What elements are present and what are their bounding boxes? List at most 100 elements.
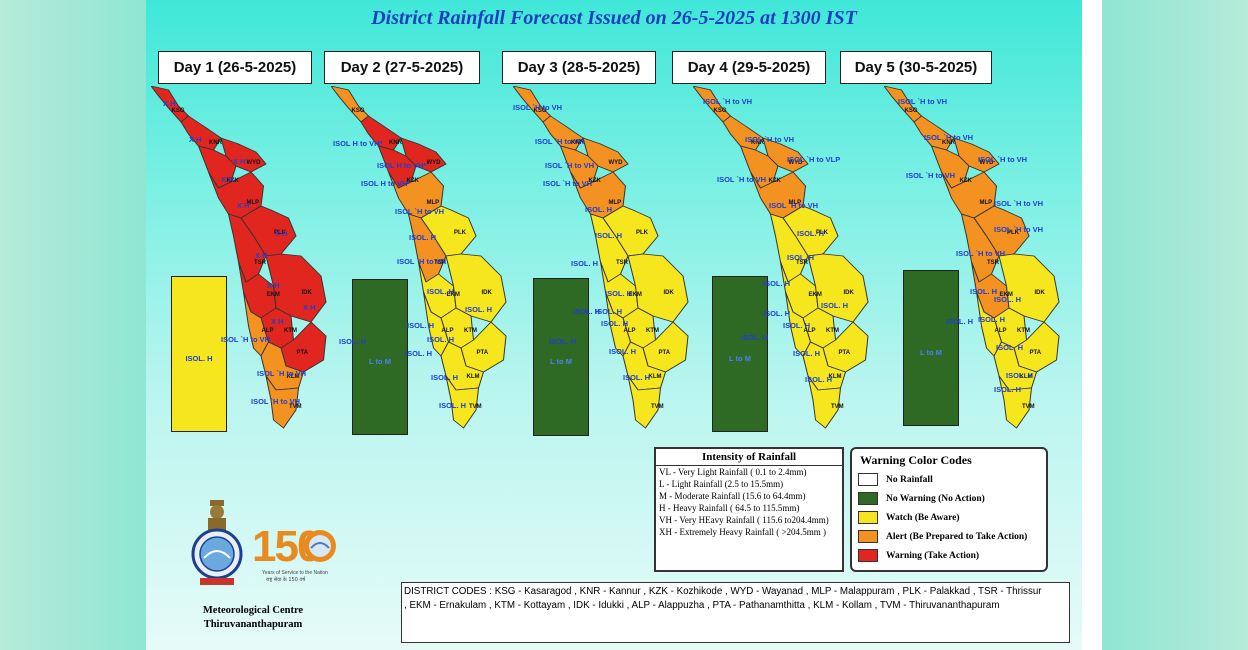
forecast-label: ISOL. H bbox=[763, 279, 790, 288]
forecast-label: ISOL `H to VH bbox=[994, 225, 1043, 234]
forecast-panel: District Rainfall Forecast Issued on 26-… bbox=[146, 0, 1082, 650]
day-4-island-label: L to M bbox=[729, 354, 751, 363]
forecast-label: ISOL. H bbox=[793, 349, 820, 358]
forecast-label: ISOL `H to VH bbox=[221, 335, 270, 344]
district-code-klm: KLM bbox=[1020, 374, 1033, 380]
intensity-row-xh: XH - Extremely Heavy Rainfall ( >204.5mm… bbox=[659, 527, 827, 537]
district-region-mlp bbox=[388, 171, 445, 219]
district-code-knr: KNR bbox=[942, 140, 956, 146]
forecast-label: X H bbox=[221, 175, 234, 184]
district-codes-box: DISTRICT CODES : KSG - Kasaragod , KNR -… bbox=[401, 582, 1070, 643]
district-region-knr bbox=[542, 115, 584, 151]
globe-icon bbox=[304, 530, 336, 562]
district-code-kzk: KZK bbox=[769, 178, 782, 184]
forecast-label: ISOL `H to VH bbox=[703, 97, 752, 106]
forecast-label: ISOL H to VH* bbox=[333, 139, 383, 148]
forecast-label: ISOL `H to VH bbox=[535, 137, 584, 146]
district-code-klm: KLM bbox=[649, 374, 662, 380]
district-code-pta: PTA bbox=[477, 350, 489, 356]
district-region-tvm bbox=[627, 375, 662, 429]
district-code-ekm: EKM bbox=[267, 292, 280, 298]
day-5-island-label: L to M bbox=[920, 348, 942, 357]
district-code-tsr: TSR bbox=[987, 260, 1000, 266]
day-3-map: KSG KNR WYD KZK MLP PLK TSR EKM IDK KTM ALP PTA KLM T… bbox=[513, 86, 689, 429]
district-region-knr bbox=[913, 115, 955, 151]
district-code-ekm: EKM bbox=[809, 292, 822, 298]
forecast-label: ISOL. H bbox=[431, 373, 458, 382]
forecast-label: X H bbox=[267, 281, 280, 290]
district-code-alp: ALP bbox=[262, 328, 274, 334]
district-code-plk: PLK bbox=[816, 230, 829, 236]
forecast-label: X H bbox=[255, 251, 268, 260]
forecast-label: X H bbox=[237, 201, 250, 210]
district-code-wyd: WYD bbox=[427, 160, 442, 166]
district-code-ekm: EKM bbox=[447, 292, 460, 298]
forecast-label: ISOL. H bbox=[439, 401, 466, 410]
day-3-island-label: L to M bbox=[550, 357, 572, 366]
district-code-wyd: WYD bbox=[609, 160, 624, 166]
forecast-label: ISOL `H to VH bbox=[395, 207, 444, 216]
forecast-label: ISOL `H to VH bbox=[745, 135, 794, 144]
intensity-heading: Intensity of Rainfall bbox=[656, 449, 842, 466]
forecast-label: ISOL. H bbox=[405, 349, 432, 358]
warning-row-orange: Alert (Be Prepared to Take Action) bbox=[852, 527, 1046, 546]
forecast-label: ISOL `H to VH bbox=[513, 103, 562, 112]
district-code-tsr: TSR bbox=[254, 260, 267, 266]
district-code-tvm: TVM bbox=[651, 404, 664, 410]
warning-heading: Warning Color Codes bbox=[860, 453, 972, 467]
district-code-idk: IDK bbox=[302, 290, 313, 296]
district-code-tvm: TVM bbox=[831, 404, 844, 410]
district-region-mlp bbox=[570, 171, 627, 219]
district-code-knr: KNR bbox=[751, 140, 765, 146]
district-code-idk: IDK bbox=[664, 290, 675, 296]
forecast-label: ISOL. H bbox=[407, 321, 434, 330]
district-code-knr: KNR bbox=[209, 140, 223, 146]
district-region-idk bbox=[807, 253, 869, 323]
day-2-header: Day 2 (27-5-2025) bbox=[324, 51, 480, 84]
swatch-yellow bbox=[858, 511, 878, 524]
right-border bbox=[1102, 0, 1248, 650]
warning-row-red: Warning (Take Action) bbox=[852, 546, 1046, 565]
district-code-ksg: KSG bbox=[172, 108, 185, 114]
warning-row-green: No Warning (No Action) bbox=[852, 489, 1046, 508]
district-region-tvm bbox=[807, 375, 842, 429]
warning-row-no-rain: No Rainfall bbox=[852, 470, 1046, 489]
forecast-label: X H bbox=[271, 317, 284, 326]
district-code-ksg: KSG bbox=[905, 108, 918, 114]
forecast-label: ISOL. H bbox=[787, 253, 814, 262]
district-region-mlp bbox=[750, 171, 807, 219]
day-4-header: Day 4 (29-5-2025) bbox=[672, 51, 826, 84]
day-1-header: Day 1 (26-5-2025) bbox=[158, 51, 312, 84]
district-region-ksg bbox=[331, 86, 370, 123]
district-region-knr bbox=[722, 115, 764, 151]
district-code-tsr: TSR bbox=[796, 260, 809, 266]
forecast-label: ISOL. H bbox=[783, 321, 810, 330]
forecast-label: ISOL. H bbox=[585, 205, 612, 214]
district-code-klm: KLM bbox=[467, 374, 480, 380]
district-code-ksg: KSG bbox=[714, 108, 727, 114]
forecast-label: ISOL `H to VH bbox=[956, 249, 1005, 258]
forecast-label: X H bbox=[189, 135, 202, 144]
district-code-ktm: KTM bbox=[1017, 328, 1030, 334]
day-5-map: KSG KNR WYD KZK MLP PLK TSR EKM IDK KTM ALP PTA KLM T… bbox=[884, 86, 1060, 429]
district-code-pta: PTA bbox=[839, 350, 851, 356]
forecast-label: ISOL. H bbox=[996, 343, 1023, 352]
forecast-label: ISOL `H to VH bbox=[898, 97, 947, 106]
district-code-idk: IDK bbox=[1035, 290, 1046, 296]
district-region-tvm bbox=[445, 375, 480, 429]
forecast-label: ISOL. H bbox=[797, 229, 824, 238]
forecast-label: ISOL `H to VH bbox=[906, 171, 955, 180]
district-code-mlp: MLP bbox=[609, 200, 622, 206]
district-code-kzk: KZK bbox=[960, 178, 973, 184]
district-region-idk bbox=[445, 253, 507, 323]
day-3-header: Day 3 (28-5-2025) bbox=[502, 51, 656, 84]
district-code-plk: PLK bbox=[636, 230, 649, 236]
logo-tagline: Years of Service to the Nation bbox=[262, 570, 328, 576]
district-code-tvm: TVM bbox=[1022, 404, 1035, 410]
forecast-label: ISOL. H bbox=[571, 259, 598, 268]
district-code-pta: PTA bbox=[297, 350, 309, 356]
district-code-klm: KLM bbox=[287, 374, 300, 380]
district-code-plk: PLK bbox=[454, 230, 467, 236]
district-code-mlp: MLP bbox=[789, 200, 802, 206]
forecast-label: ISOL. H bbox=[970, 287, 997, 296]
